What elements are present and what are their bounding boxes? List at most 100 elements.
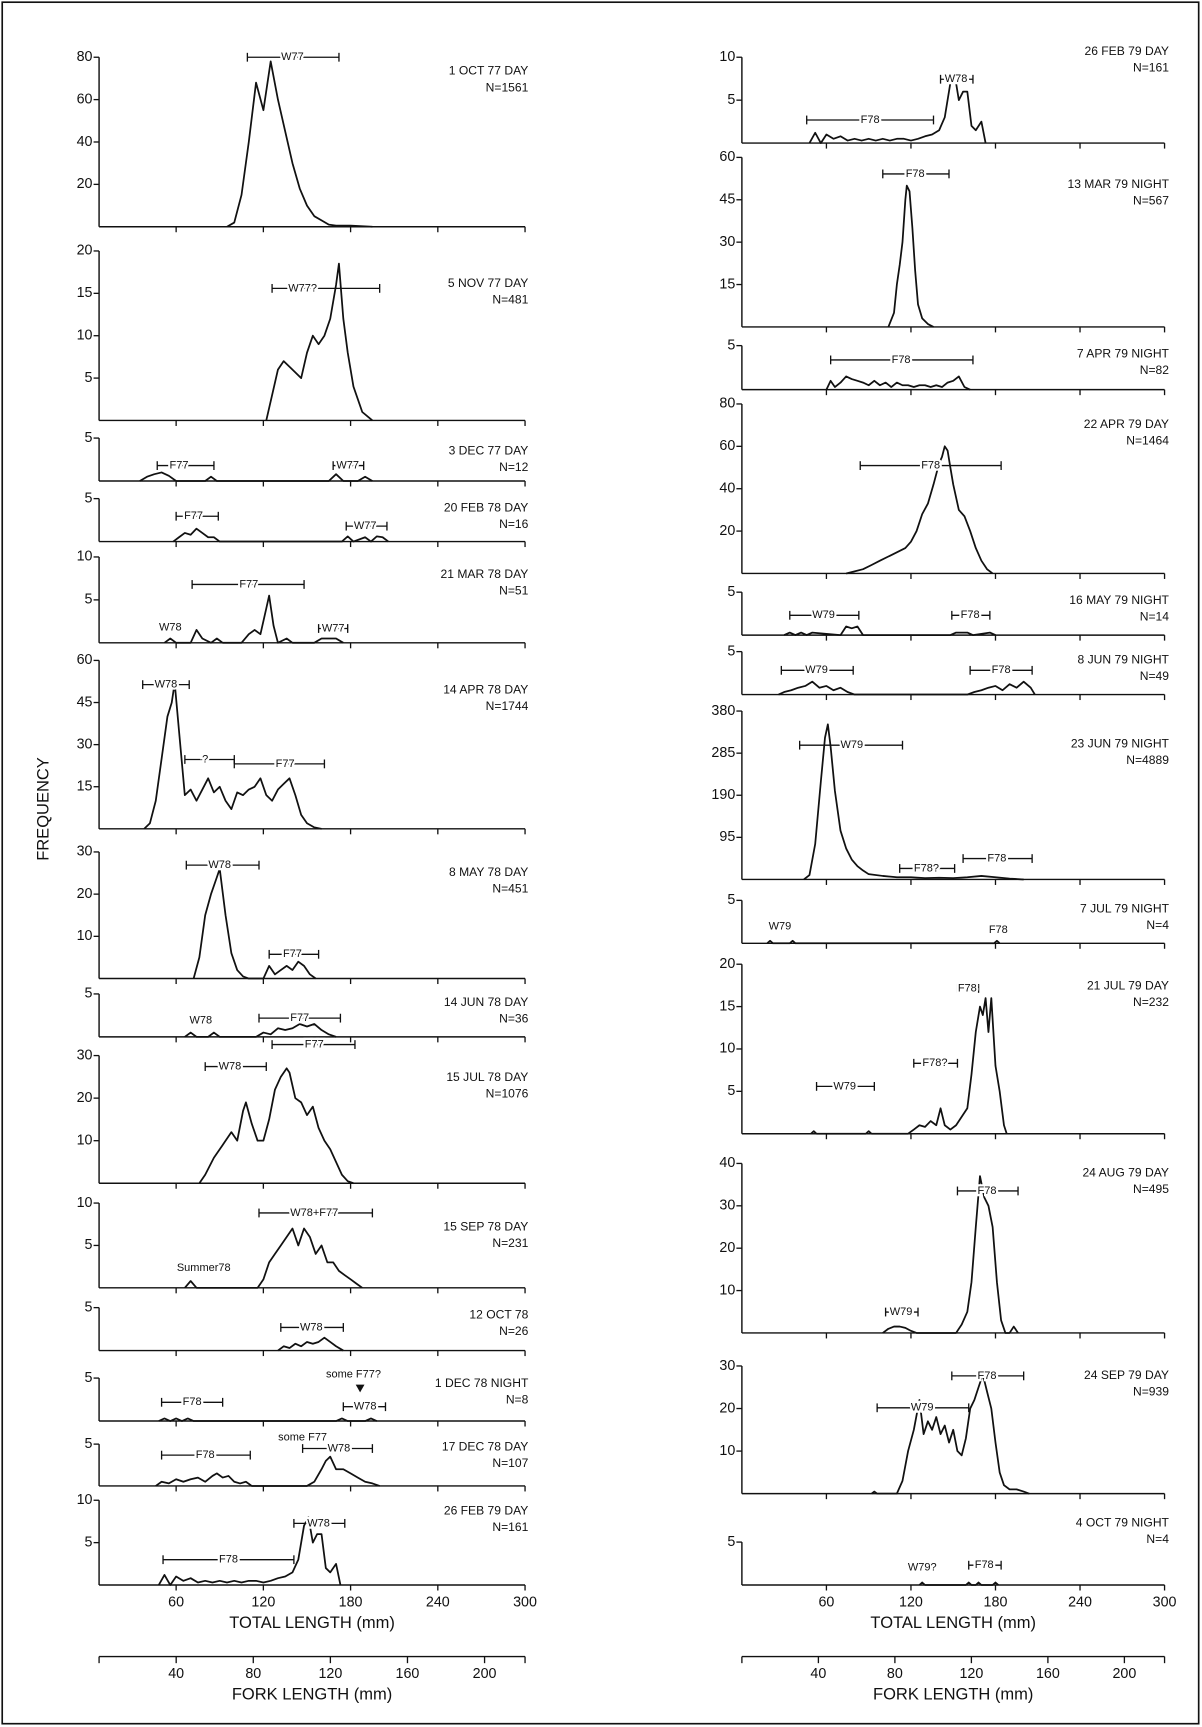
fork-tick-label: 200 — [1112, 1666, 1136, 1682]
y-tick-label: 30 — [719, 1198, 735, 1214]
annotation: W77 — [281, 51, 304, 63]
x-tick-label: 240 — [1068, 1594, 1092, 1610]
annotation: W78 — [190, 1014, 213, 1026]
y-tick-label: 380 — [711, 703, 735, 719]
y-tick-label: 5 — [727, 337, 735, 353]
panel-count: N=481 — [492, 293, 528, 307]
annotation: some F77? — [326, 1369, 381, 1381]
frequency-line — [766, 939, 1001, 945]
x-axis-label: TOTAL LENGTH (mm) — [229, 1614, 395, 1632]
fork-tick-label: 80 — [245, 1666, 261, 1682]
y-tick-label: 5 — [85, 1534, 93, 1550]
y-tick-label: 5 — [85, 490, 93, 506]
x-tick-label: 120 — [251, 1594, 275, 1610]
y-tick-label: 5 — [727, 584, 735, 600]
y-tick-label: 10 — [719, 49, 735, 65]
annotation: W78 — [328, 1442, 351, 1454]
panel-title: 22 APR 79 DAY — [1084, 417, 1169, 431]
panel-count: N=36 — [499, 1011, 529, 1025]
frequency-line — [163, 594, 344, 644]
y-tick-label: 10 — [77, 1132, 93, 1148]
frequency-line — [277, 1336, 344, 1352]
panel-title: 20 FEB 78 DAY — [444, 501, 528, 515]
annotation: W79 — [840, 739, 863, 751]
annotation: W79 — [890, 1306, 913, 1318]
annotation: W78 — [208, 859, 231, 871]
y-tick-label: 190 — [711, 787, 735, 803]
y-tick-label: 5 — [85, 370, 93, 386]
y-tick-label: 95 — [719, 829, 735, 845]
panel-count: N=51 — [499, 583, 529, 597]
y-tick-label: 5 — [727, 92, 735, 108]
panel-count: N=12 — [499, 460, 529, 474]
frequency-line — [158, 1417, 378, 1422]
annotation: W79 — [769, 921, 792, 933]
frequency-line — [918, 1581, 999, 1586]
y-tick-label: 20 — [719, 956, 735, 972]
y-tick-label: 15 — [719, 998, 735, 1014]
annotation: F78 — [196, 1449, 215, 1461]
y-tick-label: 10 — [719, 1041, 735, 1057]
x-tick-label: 300 — [1153, 1594, 1177, 1610]
y-tick-label: 285 — [711, 745, 735, 761]
annotation: W77 — [322, 622, 345, 634]
frequency-line — [192, 867, 317, 980]
panel-title: 26 FEB 79 DAY — [444, 1503, 528, 1517]
y-tick-label: 20 — [77, 243, 93, 259]
frequency-line — [184, 1023, 337, 1038]
annotation: F77 — [290, 1012, 309, 1024]
annotation: W79 — [812, 609, 835, 621]
annotation: W77? — [288, 282, 317, 294]
panel-title: 1 OCT 77 DAY — [449, 64, 529, 78]
y-tick-label: 60 — [719, 149, 735, 165]
panel-count: N=1744 — [486, 699, 529, 713]
fork-tick-label: 200 — [473, 1666, 497, 1682]
panel-count: N=4889 — [1126, 753, 1169, 767]
x-tick-label: 180 — [339, 1594, 363, 1610]
y-tick-label: 5 — [85, 592, 93, 608]
panel-count: N=82 — [1140, 363, 1170, 377]
panel-title: 1 DEC 78 NIGHT — [435, 1376, 529, 1390]
annotation: F77 — [276, 758, 295, 770]
panel-title: 7 APR 79 NIGHT — [1077, 347, 1170, 361]
panel-title: 7 JUL 79 NIGHT — [1080, 901, 1170, 915]
annotation-arrow — [355, 1384, 365, 1393]
x-axis-label: TOTAL LENGTH (mm) — [870, 1614, 1036, 1632]
frequency-line — [803, 723, 1024, 881]
y-tick-label: 5 — [727, 1534, 735, 1550]
y-tick-label: 20 — [77, 886, 93, 902]
frequency-line — [157, 1516, 342, 1586]
x-tick-label: 180 — [984, 1594, 1008, 1610]
annotation: W78 — [219, 1060, 242, 1072]
y-tick-label: 5 — [727, 892, 735, 908]
y-tick-label: 10 — [719, 1443, 735, 1459]
y-tick-label: 80 — [719, 396, 735, 412]
y-tick-label: 60 — [77, 91, 93, 107]
annotation: W78 — [945, 73, 968, 85]
annotation: F77 — [170, 460, 189, 472]
y-axis-label: FREQUENCY — [34, 757, 52, 861]
frequency-line — [810, 997, 1008, 1135]
fork-tick-label: 160 — [1036, 1666, 1060, 1682]
panel-title: 17 DEC 78 DAY — [442, 1440, 529, 1454]
annotation: W78 — [159, 621, 182, 633]
annotation: F78 — [861, 114, 880, 126]
y-tick-label: 10 — [77, 1492, 93, 1508]
panel-title: 12 OCT 78 — [469, 1308, 528, 1322]
panel-count: N=161 — [492, 1520, 528, 1534]
panel-count: N=495 — [1133, 1182, 1169, 1196]
y-tick-label: 30 — [719, 234, 735, 250]
annotation: ? — [202, 753, 208, 765]
x-tick-label: 300 — [513, 1594, 537, 1610]
annotation: W77 — [336, 460, 359, 472]
frequency-line — [808, 73, 987, 144]
frequency-line — [265, 262, 373, 422]
annotation: W79 — [805, 664, 828, 676]
y-tick-label: 80 — [77, 49, 93, 65]
fork-tick-label: 160 — [396, 1666, 420, 1682]
y-tick-label: 20 — [719, 1240, 735, 1256]
frequency-line — [845, 445, 994, 575]
x-tick-label: 60 — [818, 1594, 834, 1610]
y-tick-label: 45 — [719, 192, 735, 208]
